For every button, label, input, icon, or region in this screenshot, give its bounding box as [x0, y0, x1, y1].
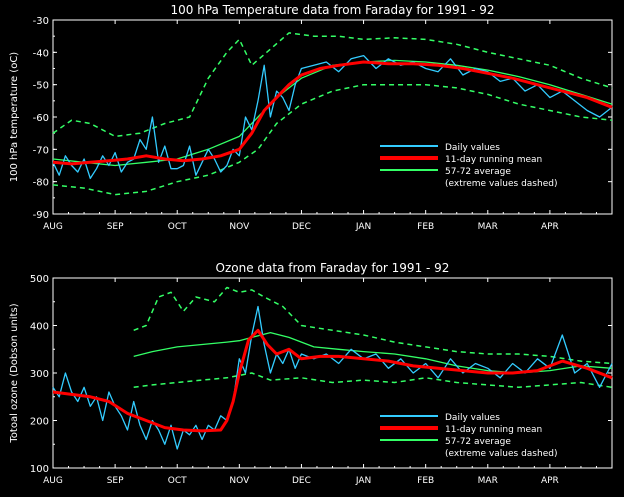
legend-label: 11-day running mean: [445, 155, 542, 165]
legend-label: Daily values: [445, 413, 500, 423]
x-tick-label: JAN: [355, 222, 371, 232]
y-tick-label: -40: [33, 48, 49, 59]
y-tick-label: -30: [33, 16, 49, 27]
y-axis-label: Totoal ozone (Dobson units): [9, 303, 20, 443]
x-tick-label: APR: [541, 222, 559, 232]
series-11-day-running-mean: [52, 328, 613, 433]
y-tick-label: -60: [33, 113, 49, 124]
y-tick-label: 100: [30, 464, 49, 475]
x-tick-label: JAN: [355, 476, 371, 486]
y-tick-label: 500: [30, 274, 49, 285]
series-57-72-average: [52, 59, 613, 167]
x-tick-label: NOV: [229, 222, 250, 232]
chart-title: Ozone data from Faraday for 1991 - 92: [216, 261, 450, 275]
chart-1: 100 hPa Temperature data from Faraday fo…: [9, 3, 613, 232]
y-tick-label: 400: [30, 322, 49, 333]
chart-title: 100 hPa Temperature data from Faraday fo…: [170, 3, 494, 17]
series-57-72-maximum-dashed: [52, 32, 613, 138]
series-57-72-minimum-dashed: [133, 372, 613, 389]
series-daily-values: [52, 54, 613, 180]
x-tick-label: SEP: [107, 222, 124, 232]
series-57-72-maximum-dashed: [133, 286, 613, 365]
series-57-72-minimum-dashed: [52, 83, 613, 196]
chart-2: Ozone data from Faraday for 1991 - 92 Tot…: [9, 261, 613, 486]
x-tick-label: DEC: [292, 476, 311, 486]
x-tick-label: NOV: [229, 476, 250, 486]
x-tick-label: MAR: [478, 476, 498, 486]
x-tick-label: AUG: [43, 476, 63, 486]
legend-label: 11-day running mean: [445, 425, 542, 435]
y-tick-label: -50: [33, 81, 49, 92]
legend-label: (extreme values dashed): [445, 449, 557, 459]
y-tick-label: 200: [30, 417, 49, 428]
series-57-72-average: [133, 331, 613, 374]
x-tick-label: OCT: [168, 222, 187, 232]
legend-label: 57-72 average: [445, 167, 511, 177]
x-tick-label: APR: [541, 476, 559, 486]
y-tick-label: -80: [33, 178, 49, 189]
x-tick-label: SEP: [107, 476, 124, 486]
legend-label: Daily values: [445, 143, 500, 153]
y-tick-label: -70: [33, 145, 49, 156]
legend-label: (extreme values dashed): [445, 179, 557, 189]
legend-label: 57-72 average: [445, 437, 511, 447]
x-tick-label: OCT: [168, 476, 187, 486]
x-tick-label: FEB: [417, 476, 434, 486]
x-tick-label: MAR: [478, 222, 498, 232]
x-tick-label: FEB: [417, 222, 434, 232]
series-11-day-running-mean: [52, 60, 613, 166]
y-tick-label: -90: [33, 210, 49, 221]
y-tick-label: 300: [30, 369, 49, 380]
y-axis-label: 100 hPa temperature (oC): [9, 52, 20, 183]
x-tick-label: DEC: [292, 222, 311, 232]
series-daily-values: [52, 305, 613, 450]
x-tick-label: AUG: [43, 222, 63, 232]
